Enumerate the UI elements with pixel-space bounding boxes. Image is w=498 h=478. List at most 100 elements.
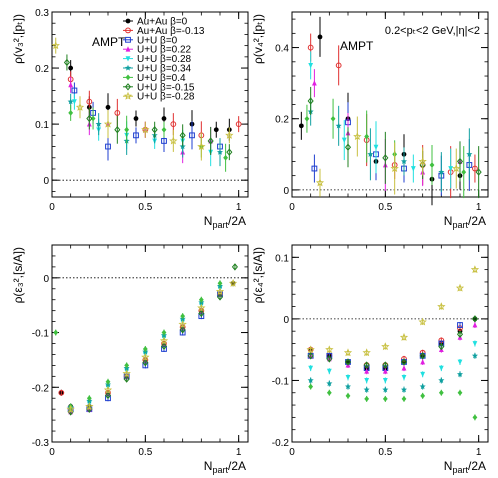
- data-point: [308, 365, 314, 372]
- data-point: [326, 355, 333, 363]
- series-uu_bm028: [315, 116, 461, 197]
- data-point: [345, 374, 351, 381]
- legend-entry: U+U β=0.34: [123, 64, 192, 75]
- data-point: [364, 378, 370, 384]
- y-tick-label: 0.2: [35, 64, 49, 75]
- data-point: [198, 309, 205, 318]
- x-axis-label: Npart/2A: [204, 459, 246, 475]
- data-point: [418, 157, 427, 165]
- data-point: [308, 62, 314, 69]
- data-point: [335, 62, 342, 69]
- data-point: [86, 395, 92, 402]
- legend-label: Au+Au β=0: [137, 17, 188, 28]
- y-tick-label: -0.2: [32, 383, 50, 394]
- data-point: [472, 341, 478, 347]
- data-point: [419, 352, 426, 360]
- data-point: [161, 329, 167, 336]
- data-point: [330, 115, 336, 122]
- data-point: [312, 80, 317, 86]
- data-point: [179, 131, 186, 140]
- series-uu_b028: [308, 340, 478, 384]
- series-uu_b022: [312, 69, 463, 191]
- data-point: [307, 97, 314, 105]
- data-point: [401, 386, 407, 393]
- data-point: [90, 115, 96, 122]
- y-tick-label: -0.1: [272, 376, 290, 387]
- data-point: [401, 374, 407, 381]
- y-tick-label: 0.4: [275, 44, 289, 55]
- data-point: [141, 125, 150, 134]
- legend-label: U+U β=-0.15: [137, 82, 195, 93]
- y-axis-label: ρ(ε₃²,[s/A]): [11, 247, 25, 303]
- data-point: [466, 151, 473, 157]
- data-point: [216, 293, 224, 301]
- legend-entry: U+U β=0.22: [123, 45, 192, 56]
- data-point: [225, 130, 234, 139]
- data-point: [179, 326, 186, 334]
- legend-entry: Au+Au β=-0.13: [123, 26, 205, 37]
- data-point: [429, 162, 435, 168]
- data-point: [470, 265, 480, 274]
- data-point: [326, 389, 332, 396]
- data-point: [103, 385, 113, 394]
- panel-frame: [291, 11, 489, 198]
- data-point: [75, 102, 85, 111]
- data-point: [419, 383, 426, 390]
- y-tick-label: -0.1: [32, 329, 50, 340]
- legend-marker: [125, 27, 131, 34]
- legend-entry: Au+Au β=0: [123, 17, 188, 28]
- x-tick-label: 1: [236, 447, 242, 458]
- data-point: [326, 380, 333, 387]
- data-point: [317, 34, 323, 40]
- series-uu_bm015: [67, 263, 238, 416]
- panel-frame: [291, 244, 489, 443]
- data-point: [420, 392, 426, 399]
- data-point: [95, 120, 102, 127]
- legend-marker: [125, 74, 131, 81]
- data-point: [438, 389, 444, 396]
- data-point: [345, 392, 351, 399]
- data-point: [326, 368, 332, 375]
- series-uu_bm028: [51, 37, 234, 161]
- series-uu_bm015: [63, 54, 233, 161]
- data-point: [207, 137, 214, 145]
- y-axis-label: ρ(v₄²,[pₜ]): [251, 14, 265, 64]
- x-axis-label: Npart/2A: [204, 214, 246, 230]
- y-tick-label: 0.1: [35, 120, 49, 131]
- data-point: [160, 342, 168, 350]
- data-point: [363, 386, 370, 393]
- data-point: [133, 116, 139, 121]
- data-point: [311, 165, 318, 172]
- data-point: [226, 148, 233, 156]
- data-point: [151, 126, 158, 134]
- data-point: [178, 319, 187, 328]
- data-point: [141, 352, 150, 361]
- data-point: [363, 361, 370, 369]
- data-point: [420, 371, 426, 378]
- y-tick-label: 0: [283, 315, 289, 326]
- data-point: [170, 121, 177, 128]
- legend-marker: [125, 64, 131, 71]
- data-point: [197, 303, 206, 312]
- data-point: [86, 114, 93, 123]
- legend-label: U+U β=0: [137, 35, 178, 46]
- data-point: [63, 58, 70, 67]
- annotation-label: AMPT: [340, 39, 374, 53]
- series-uu_b0: [311, 102, 473, 196]
- data-point: [367, 151, 374, 157]
- data-point: [66, 404, 75, 413]
- data-point: [461, 169, 467, 175]
- legend-label: Au+Au β=-0.13: [137, 26, 205, 37]
- data-point: [353, 132, 362, 141]
- y-tick-label: 0: [283, 186, 289, 197]
- y-axis-label: ρ(ε₄²,[s/A]): [251, 247, 265, 303]
- data-point: [344, 143, 352, 151]
- y-tick-label: 0: [43, 274, 49, 285]
- series-uu_b034: [307, 352, 478, 393]
- data-point: [189, 132, 195, 139]
- legend-entry: U+U β=0.28: [123, 54, 192, 65]
- data-point: [382, 386, 389, 393]
- data-point: [307, 377, 314, 383]
- data-point: [437, 302, 446, 311]
